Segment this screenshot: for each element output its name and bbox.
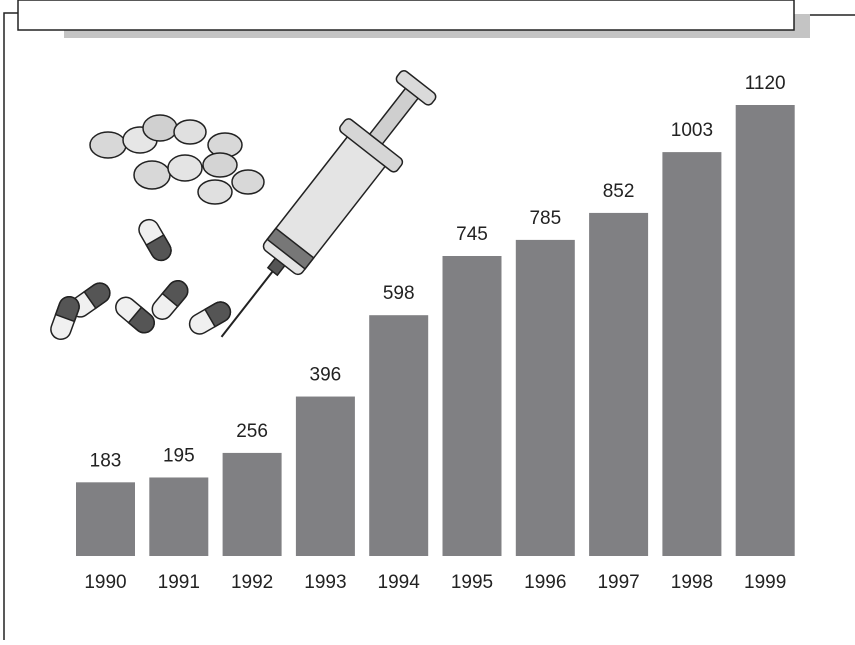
value-label: 1003 xyxy=(671,120,713,141)
bar xyxy=(443,256,502,556)
value-label: 598 xyxy=(383,283,415,304)
value-label: 195 xyxy=(163,445,195,466)
title-box xyxy=(18,0,794,30)
value-label: 852 xyxy=(603,181,635,202)
bar xyxy=(149,477,208,556)
bar xyxy=(736,105,795,556)
x-tick-label: 1990 xyxy=(84,572,126,593)
bar xyxy=(662,152,721,556)
x-tick-label: 1996 xyxy=(524,572,566,593)
bar xyxy=(223,453,282,556)
bar xyxy=(589,213,648,556)
x-tick-label: 1999 xyxy=(744,572,786,593)
page: {"chart_data": {"type": "bar", "categori… xyxy=(0,0,855,640)
syringe-illustration xyxy=(193,60,449,359)
bar xyxy=(369,315,428,556)
x-tick-label: 1997 xyxy=(597,572,639,593)
chart: 183 1990 195 1991 256 1992 396 1993 598 1994 745 19… xyxy=(0,0,855,640)
bar xyxy=(516,240,575,556)
bar xyxy=(296,397,355,556)
tablets-illustration xyxy=(90,115,264,204)
value-label: 1120 xyxy=(745,73,786,94)
value-label: 183 xyxy=(90,450,122,471)
x-tick-label: 1995 xyxy=(451,572,493,593)
value-label: 785 xyxy=(529,208,561,229)
x-tick-label: 1994 xyxy=(378,572,421,593)
x-tick-label: 1993 xyxy=(304,572,346,593)
frame-line xyxy=(4,13,18,640)
x-tick-label: 1992 xyxy=(231,572,273,593)
capsules-illustration xyxy=(48,216,234,342)
x-tick-label: 1991 xyxy=(158,572,200,593)
value-label: 745 xyxy=(456,224,488,245)
value-label: 396 xyxy=(310,365,342,386)
value-label: 256 xyxy=(236,421,268,442)
x-tick-label: 1998 xyxy=(671,572,713,593)
bar xyxy=(76,482,135,556)
